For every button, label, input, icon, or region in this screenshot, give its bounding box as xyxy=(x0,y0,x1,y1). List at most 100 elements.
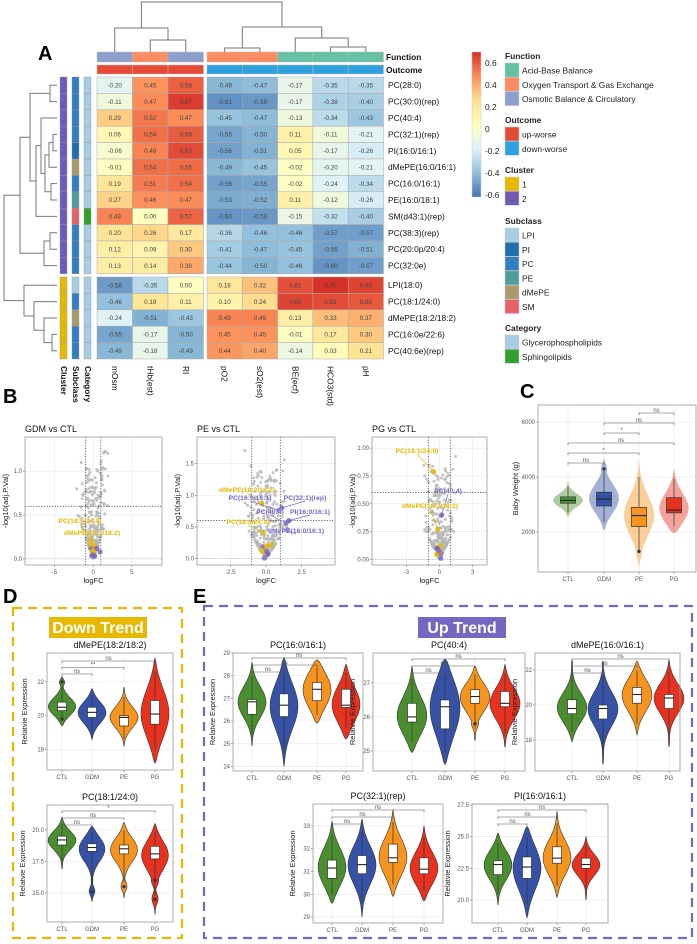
heatmap-cell-value: -0.34 xyxy=(359,181,374,188)
significance-label: ns xyxy=(583,458,589,464)
heatmap-cell-value: 0.19 xyxy=(144,299,157,306)
legend-item-label: Osmotic Balance & Circulatory xyxy=(522,94,636,104)
highlighted-point xyxy=(88,542,94,548)
background-point xyxy=(265,525,269,529)
background-point xyxy=(252,535,256,539)
heatmap-cell-value: -0.35 xyxy=(323,82,338,89)
column-label: RI xyxy=(181,366,191,374)
background-point xyxy=(445,533,449,537)
heatmap-cell-value: -0.57 xyxy=(359,230,374,237)
heatmap-cell-value: 0.11 xyxy=(180,299,192,306)
y-tick-label: 29 xyxy=(223,651,230,657)
subclass-annotation-cell xyxy=(71,175,80,192)
background-point xyxy=(252,499,256,503)
y-tick-label: 20 xyxy=(37,714,44,720)
legend-swatch xyxy=(504,334,520,350)
background-point xyxy=(423,528,427,532)
background-point xyxy=(436,496,440,500)
heatmap-cell-value: -0.46 xyxy=(288,263,303,270)
outcome-annotation-cell xyxy=(277,64,314,75)
background-point xyxy=(95,532,99,536)
legend-item-label: dMePE xyxy=(522,288,550,298)
heatmap-cell-value: 0.54 xyxy=(180,181,193,188)
background-point xyxy=(92,521,96,525)
colorbar-tick-label: 0.2 xyxy=(485,102,497,112)
background-point xyxy=(266,515,270,519)
legend-swatch xyxy=(504,299,520,314)
background-point xyxy=(86,477,90,481)
background-point xyxy=(268,497,272,501)
background-point xyxy=(275,502,279,506)
heatmap-cell-value: 0.65 xyxy=(360,282,373,289)
heatmap-cell-value: -0.47 xyxy=(253,82,268,89)
background-point xyxy=(90,485,94,489)
box xyxy=(327,859,337,879)
background-point xyxy=(437,492,441,496)
dendrogram-branch xyxy=(294,37,349,52)
significance-bracket xyxy=(331,809,425,812)
background-point xyxy=(247,529,251,533)
box xyxy=(247,699,257,715)
y-axis-label: Relatvie Expression xyxy=(510,679,519,745)
background-point xyxy=(265,501,269,505)
background-point xyxy=(440,476,444,480)
background-point xyxy=(90,493,94,497)
y-tick-label: 0.25 xyxy=(357,530,369,536)
x-tick-label: CTL xyxy=(406,776,418,782)
x-tick-label: PG xyxy=(670,577,679,583)
category-annotation-cell xyxy=(83,326,92,343)
dendrogram-branch xyxy=(330,46,367,52)
x-tick-label: GDM xyxy=(438,776,452,782)
colorbar-tick-label: -0.4 xyxy=(485,168,500,178)
background-point xyxy=(261,509,265,513)
x-tick-label: PE xyxy=(471,776,479,782)
heatmap: mOsm tHb(est) RI pO2 sO2(est) BE(ecf) HCO3(std… xyxy=(3,1,456,406)
background-point xyxy=(280,500,284,504)
heatmap-cell-value: 0.51 xyxy=(144,181,157,188)
highlighted-point xyxy=(97,549,103,555)
box xyxy=(150,700,160,725)
legend-swatch xyxy=(504,176,520,192)
background-point xyxy=(436,477,440,481)
down-trend-badge xyxy=(49,617,147,638)
row-label: PC(40:4) xyxy=(388,113,422,123)
x-axis-label: logFC xyxy=(419,576,440,585)
background-point xyxy=(264,493,268,497)
heatmap-cell-value: -0.57 xyxy=(323,230,338,237)
legend-title: Subclass xyxy=(505,216,542,226)
heatmap-cell-value: -0.18 xyxy=(143,348,158,355)
background-point xyxy=(438,500,442,504)
x-tick-label: 5 xyxy=(130,570,134,576)
background-point xyxy=(79,518,83,522)
category-annotation-cell xyxy=(83,309,92,327)
category-annotation-cell xyxy=(83,93,92,111)
y-axis-label: Relatvie Expression xyxy=(348,679,357,745)
category-annotation-cell xyxy=(83,240,92,258)
background-point xyxy=(282,458,286,462)
subclass-annotation-cell xyxy=(71,207,80,225)
category-annotation-cell xyxy=(83,142,92,160)
legend-item-label: 2 xyxy=(522,194,527,204)
cluster-annotation-cell xyxy=(59,276,68,294)
heatmap-cell-value: -0.17 xyxy=(143,332,158,339)
violin-plot-baby-weight: 2000 4000 6000 Baby Weight (g) CTL GDM PE PG ns *… xyxy=(511,404,697,583)
panel-label-a: A xyxy=(38,43,52,65)
heatmap-cell-value: -0.11 xyxy=(324,132,338,139)
background-point xyxy=(259,480,263,484)
dendrogram-branch xyxy=(43,317,57,344)
heatmap-cell-value: 0.49 xyxy=(219,315,232,322)
plot-title: PC(40:4) xyxy=(431,640,467,650)
y-tick-label: 1.5 xyxy=(186,462,195,468)
heatmap-cell-value: 0.26 xyxy=(144,230,157,237)
significance-bracket xyxy=(331,816,394,819)
x-tick-label: PG xyxy=(501,776,510,782)
y-tick-label: 24 xyxy=(223,764,230,770)
cluster-annotation-cell xyxy=(59,309,68,327)
point-label: PC(16:0/16:1) xyxy=(228,495,271,502)
heatmap-cell-value: -0.45 xyxy=(288,246,303,253)
background-point xyxy=(252,520,256,524)
heatmap-cell-value: 0.37 xyxy=(360,315,373,322)
up-trend-border xyxy=(202,604,694,940)
background-point xyxy=(87,520,91,524)
background-point xyxy=(93,487,97,491)
